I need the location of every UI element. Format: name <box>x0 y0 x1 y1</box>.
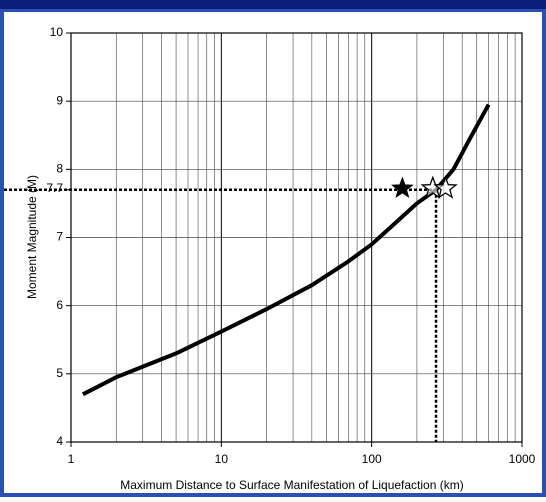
x-tick-label: 100 <box>362 452 382 466</box>
x-tick-label: 10 <box>215 452 229 466</box>
y-tick-label: 4 <box>56 434 63 448</box>
y-tick-label: 5 <box>56 366 63 380</box>
y-tick-label: 6 <box>56 298 63 312</box>
star-marker <box>391 176 414 199</box>
y-axis-label: Moment Magnitude (M) <box>25 175 39 299</box>
x-tick-label: 1000 <box>509 452 536 466</box>
plot-border <box>70 32 523 443</box>
star-marker <box>433 175 458 199</box>
y-tick-label: 10 <box>50 25 64 39</box>
x-tick-label: 1 <box>68 452 75 466</box>
x-axis-label: Maximum Distance to Surface Manifestatio… <box>120 478 463 492</box>
y-tick-label: 7.7 <box>46 181 63 195</box>
panel <box>4 12 542 493</box>
y-tick-label: 9 <box>56 93 63 107</box>
top-bar <box>0 0 546 9</box>
curve <box>81 103 491 397</box>
y-tick-label: 8 <box>56 162 63 176</box>
y-tick-label: 7 <box>56 230 63 244</box>
